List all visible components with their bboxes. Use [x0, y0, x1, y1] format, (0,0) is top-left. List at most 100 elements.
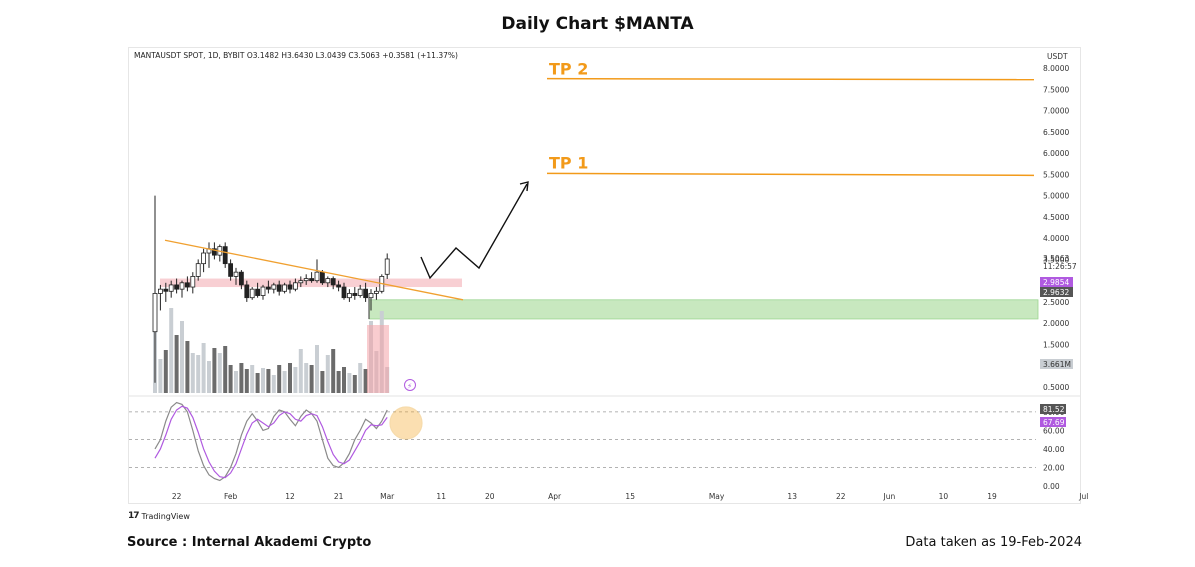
volume-bar — [288, 363, 292, 393]
price-tick-label: 6.0000 — [1043, 149, 1069, 158]
candle-body — [265, 286, 271, 290]
volume-bar — [363, 369, 368, 393]
projection-path — [420, 183, 528, 280]
candle-body — [244, 284, 250, 299]
stoch-tick-label: 40.00 — [1043, 445, 1065, 454]
candle-body — [363, 288, 369, 299]
candle-body — [319, 271, 325, 284]
time-tick-label: 10 — [939, 492, 949, 501]
tradingview-branding: 17 TradingView — [128, 511, 190, 521]
volume-bar — [196, 355, 201, 393]
stoch-tick-label: 0.00 — [1043, 482, 1060, 491]
volume-bar — [298, 349, 303, 393]
price-tick-label: 8.0000 — [1043, 64, 1069, 73]
time-tick-label: 22 — [836, 492, 846, 501]
page-title: Daily Chart $MANTA — [501, 14, 694, 34]
volume-bar — [174, 335, 179, 393]
candle-body — [184, 282, 190, 288]
support-zone — [368, 299, 1039, 320]
candle-body — [368, 293, 374, 299]
time-tick-label: 20 — [485, 492, 495, 501]
candle-body — [271, 284, 277, 290]
candle-body — [228, 263, 234, 277]
candle-body — [276, 284, 282, 292]
time-tick-label: 12 — [285, 492, 295, 501]
price-tick-label: 4.0000 — [1043, 234, 1069, 243]
candle-body — [303, 278, 309, 282]
stoch-badge-bg — [1040, 417, 1066, 427]
price-tick-label: 0.5000 — [1043, 383, 1069, 392]
lightning-icon — [404, 379, 416, 391]
volume-bar — [315, 345, 319, 393]
volume-bar — [180, 321, 184, 393]
volume-bar — [331, 349, 336, 393]
highlight-circle — [389, 406, 423, 440]
candle-body — [341, 286, 347, 299]
candle-body — [152, 293, 158, 333]
stoch-badge: 67.69 — [1043, 418, 1065, 427]
time-tick-label: Feb — [224, 492, 238, 501]
candle-body — [233, 271, 239, 277]
resistance-zone — [160, 278, 462, 288]
stoch-badge-bg — [1040, 404, 1066, 414]
candle-body — [330, 278, 336, 286]
tradingview-logo-icon: 17 — [128, 511, 139, 521]
time-tick-label: Jul — [1078, 492, 1088, 501]
projection-arrowhead — [519, 181, 529, 192]
volume-bar — [271, 375, 276, 393]
volume-bar — [261, 368, 265, 393]
candle-body — [163, 288, 169, 292]
volume-bar — [234, 371, 238, 393]
candle-body — [336, 284, 342, 288]
price-tick-label: 1.5000 — [1043, 340, 1069, 349]
price-axis-unit: USDT — [1047, 52, 1068, 61]
price-badge: 2.9632 — [1043, 288, 1069, 297]
price-tick-label: 7.0000 — [1043, 107, 1069, 116]
candle-body — [222, 246, 228, 265]
lightning-glyph: ⚡ — [407, 382, 412, 391]
volume-bar — [336, 371, 341, 393]
time-tick-label: 19 — [987, 492, 997, 501]
symbol-info: MANTAUSDT SPOT, 1D, BYBIT O3.1482 H3.643… — [134, 51, 458, 60]
candle-body — [249, 288, 255, 299]
volume-bar — [212, 348, 217, 393]
volume-bar — [266, 369, 271, 393]
volume-bar — [304, 363, 309, 393]
volume-bar — [207, 361, 211, 393]
candle-body — [287, 284, 293, 290]
tp1-label: TP 1 — [549, 153, 588, 172]
candle-body — [201, 252, 207, 265]
volume-bar — [358, 363, 363, 393]
candle-body — [282, 284, 288, 292]
stoch-d-line — [154, 405, 388, 479]
candle-body — [238, 271, 244, 286]
price-tick-label: 2.0000 — [1043, 319, 1069, 328]
candle-body — [168, 284, 174, 292]
volume-bar — [277, 365, 282, 393]
volume-bar — [169, 308, 174, 393]
candle-body — [298, 280, 304, 284]
countdown-label: 11:26:57 — [1043, 262, 1077, 271]
volume-badge: 3.661M — [1043, 360, 1071, 369]
price-tick-label: 2.5000 — [1043, 298, 1069, 307]
price-badge: 2.9854 — [1043, 278, 1069, 287]
candle-body — [211, 248, 217, 256]
last-price-label: 3.5063 — [1043, 254, 1069, 263]
candle-body — [346, 293, 352, 299]
stoch-tick-label: 60.00 — [1043, 426, 1065, 435]
candle-body — [314, 271, 320, 282]
volume-bar — [190, 353, 195, 393]
volume-bar — [255, 373, 260, 393]
volume-bar — [201, 343, 206, 393]
volume-bar — [250, 365, 255, 393]
price-tick-label: 6.5000 — [1043, 128, 1069, 137]
time-tick-label: 22 — [172, 492, 182, 501]
candle-body — [292, 282, 298, 290]
candle-body — [255, 288, 261, 296]
candle-body — [309, 278, 315, 282]
stoch-tick-label: 20.00 — [1043, 463, 1065, 472]
price-tick-label: 4.5000 — [1043, 213, 1069, 222]
candle-body — [157, 288, 163, 294]
time-tick-label: 15 — [625, 492, 635, 501]
